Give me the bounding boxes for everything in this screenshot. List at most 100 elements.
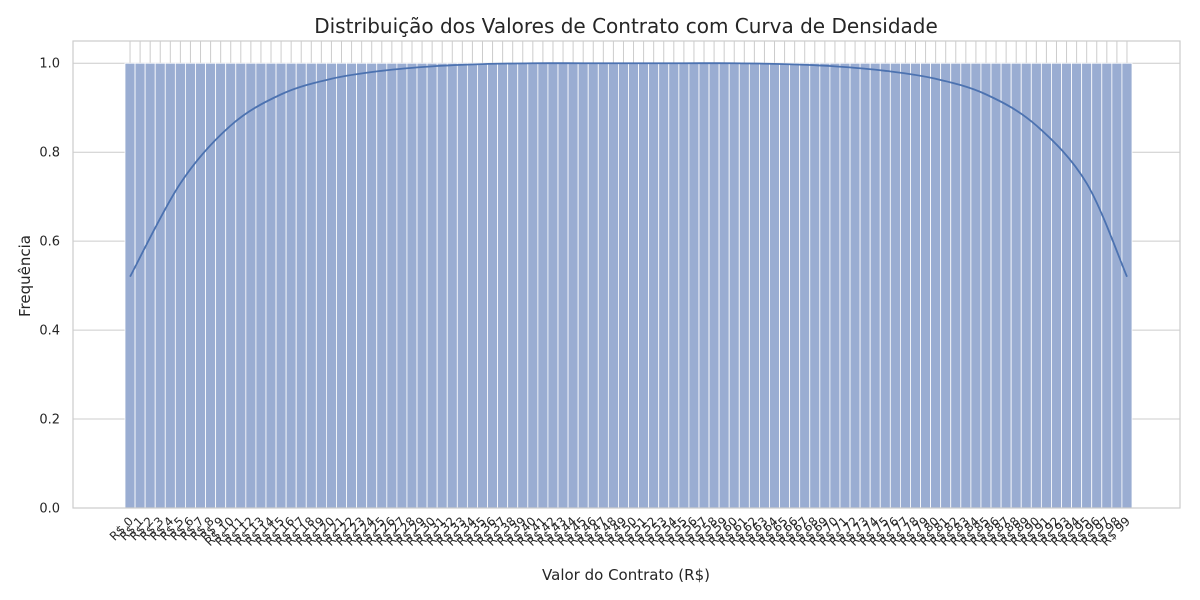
histogram-bar: [718, 62, 730, 509]
histogram-bar: [940, 62, 952, 509]
histogram-bar: [416, 62, 428, 509]
histogram-bar: [537, 62, 549, 509]
histogram-bar: [386, 62, 398, 509]
histogram-bar: [668, 62, 680, 509]
histogram-bar: [446, 62, 458, 509]
histogram-bar: [688, 62, 700, 509]
histogram-bar: [275, 62, 287, 509]
histogram-bar: [527, 62, 539, 509]
histogram-bar: [859, 62, 871, 509]
histogram-bar: [466, 62, 478, 509]
histogram-bar: [164, 62, 176, 509]
histogram-bar: [950, 62, 962, 509]
histogram-bar: [376, 62, 388, 509]
histogram-bar: [195, 62, 206, 509]
histogram-bar: [899, 62, 911, 509]
histogram-bar: [819, 62, 831, 509]
histogram-bar: [1000, 62, 1012, 509]
histogram-bar: [295, 62, 307, 509]
histogram-bar: [557, 62, 569, 509]
histogram-bar: [829, 62, 841, 509]
histogram-bar: [628, 62, 639, 509]
histogram-bar: [910, 62, 921, 509]
plot-border: [72, 40, 1181, 509]
histogram-bar: [1040, 62, 1052, 509]
histogram-bar: [265, 62, 277, 509]
histogram-bar: [507, 62, 519, 509]
histogram-bar: [920, 62, 932, 509]
histogram-bar: [789, 62, 801, 509]
histogram-bar: [869, 62, 881, 509]
histogram-bar: [1061, 62, 1072, 509]
histogram-bar: [426, 62, 438, 509]
histogram-bar: [970, 62, 982, 509]
density-curve: [129, 62, 1128, 278]
histogram-bar: [809, 62, 821, 509]
histogram-bar: [889, 62, 901, 509]
histogram-bar: [607, 62, 619, 509]
histogram-bar: [1071, 62, 1083, 509]
histogram-bar: [577, 62, 589, 509]
y-axis-label: Frequência: [16, 235, 34, 317]
histogram-bar: [325, 62, 337, 509]
histogram-bar: [124, 62, 136, 509]
histogram-bar: [597, 62, 609, 509]
histogram-bar: [346, 62, 358, 509]
histogram-bar: [245, 62, 257, 509]
histogram-bar: [477, 62, 488, 509]
histogram-bar: [285, 62, 297, 509]
histogram-bar: [708, 62, 720, 509]
histogram-bar: [638, 62, 650, 509]
histogram-bar: [456, 62, 468, 509]
histogram-bar: [849, 62, 861, 509]
histogram-bar: [406, 62, 418, 509]
histogram-bar: [497, 62, 509, 509]
histogram-bar: [336, 62, 347, 509]
histogram-bar: [678, 62, 690, 509]
x-axis-label: Valor do Contrato (R$): [542, 566, 710, 584]
y-tick-label: 0.0: [39, 502, 60, 517]
histogram-bar: [960, 62, 972, 509]
histogram-bar: [174, 62, 186, 509]
chart-title: Distribuição dos Valores de Contrato com…: [314, 14, 938, 38]
histogram-bar: [648, 62, 660, 509]
y-tick-label: 1.0: [39, 57, 60, 72]
histogram-bar: [1101, 62, 1113, 509]
histogram-bar: [305, 62, 317, 509]
histogram-bar: [1051, 62, 1062, 509]
histogram-bar: [618, 62, 629, 509]
x-axis-ticks: R$ 0R$ 1R$ 2R$ 3R$ 4R$ 5R$ 6R$ 7R$ 8R$ 9…: [107, 514, 1133, 549]
histogram-bar: [154, 62, 166, 509]
histogram-bar: [205, 62, 217, 509]
y-tick-label: 0.6: [39, 235, 60, 250]
histogram-bar: [930, 62, 942, 509]
histogram-bar: [567, 62, 579, 509]
histogram-bar: [1020, 62, 1032, 509]
histogram-bar: [728, 62, 740, 509]
histogram-bar: [134, 62, 146, 509]
histogram-bar: [185, 62, 196, 509]
histogram-bar: [1111, 62, 1123, 509]
histogram-bar: [990, 62, 1002, 509]
histogram-bar: [235, 62, 247, 509]
histogram-bar: [487, 62, 498, 509]
histogram-bar: [769, 62, 780, 509]
histogram-bar: [799, 62, 811, 509]
histogram-bar: [587, 62, 599, 509]
histogram-bar: [698, 62, 710, 509]
y-tick-label: 0.4: [39, 324, 60, 339]
histogram-bar: [356, 62, 368, 509]
histogram-bar: [1010, 62, 1022, 509]
histogram-bar: [255, 62, 267, 509]
histogram-bar: [225, 62, 237, 509]
histogram-bar: [980, 62, 992, 509]
bars-layer: [124, 62, 1133, 509]
histogram-bar: [658, 62, 670, 509]
histogram-bar: [738, 62, 750, 509]
histogram-bar: [366, 62, 378, 509]
plot-frame: [72, 40, 1181, 509]
histogram-bar: [547, 62, 559, 509]
histogram-bar: [839, 62, 851, 509]
